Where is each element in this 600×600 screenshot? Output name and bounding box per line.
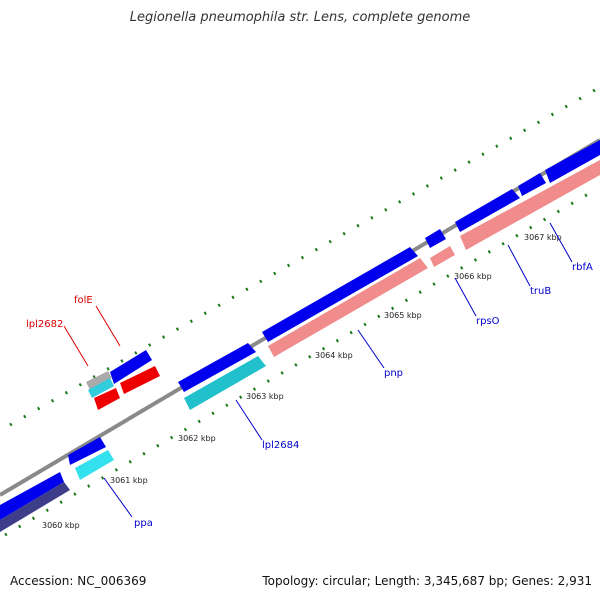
scale-label: 3062 kbp — [178, 434, 216, 443]
scale-label: 3066 kbp — [454, 272, 492, 281]
cds-forward-rbfA[interactable] — [518, 173, 546, 196]
gene-label-lpl2684[interactable]: lpl2684 — [262, 440, 299, 451]
cds-forward-folE[interactable] — [110, 350, 152, 384]
gene-labels: ppa lpl2684 pnp rpsO truB rbfA folE lpl2… — [26, 262, 593, 529]
cds-reverse-lpl2682-c[interactable] — [120, 366, 160, 394]
scale-label: 3061 kbp — [110, 476, 148, 485]
cds-forward-4[interactable] — [545, 140, 600, 183]
inner-tick-row — [4, 188, 596, 537]
gene-label-rbfA[interactable]: rbfA — [572, 262, 593, 273]
tick-rows — [4, 88, 596, 537]
cds-reverse-lpl2684[interactable] — [184, 356, 266, 410]
scale-label: 3060 kbp — [42, 521, 80, 530]
cds-reverse-1[interactable] — [0, 482, 70, 532]
leader-lines — [63, 222, 573, 518]
gene-label-ppa[interactable]: ppa — [134, 518, 153, 529]
cds-reverse-2[interactable] — [268, 258, 428, 357]
gene-label-folE[interactable]: folE — [74, 295, 93, 306]
leader-folE — [95, 305, 121, 347]
leader-ppa — [103, 477, 133, 518]
cds-reverse-lpl2682-a[interactable] — [86, 371, 112, 390]
cds-reverse-ppa[interactable] — [75, 450, 114, 480]
leader-rbfA — [549, 222, 573, 263]
cds-reverse-3[interactable] — [430, 246, 455, 267]
forward-cds-track — [0, 140, 600, 520]
accession-text: Accession: NC_006369 — [10, 574, 147, 588]
cds-reverse-4[interactable] — [460, 160, 600, 250]
cds-forward-1[interactable] — [0, 472, 64, 520]
cds-forward-3[interactable] — [178, 343, 256, 392]
cds-forward-pnp[interactable] — [262, 247, 418, 342]
leader-pnp — [357, 329, 385, 369]
leader-rpsO — [454, 277, 477, 317]
cds-reverse-lpl2682-b[interactable] — [88, 378, 114, 398]
gene-label-truB[interactable]: truB — [530, 286, 551, 297]
map-title: Legionella pneumophila str. Lens, comple… — [129, 10, 471, 25]
scale-label: 3067 kbp — [524, 233, 562, 242]
genome-summary-text: Topology: circular; Length: 3,345,687 bp… — [262, 574, 592, 588]
gene-label-lpl2682[interactable]: lpl2682 — [26, 319, 63, 330]
leader-truB — [507, 244, 531, 287]
cds-reverse-lpl2682-d[interactable] — [94, 388, 120, 410]
scale-label: 3064 kbp — [315, 351, 353, 360]
scale-label: 3065 kbp — [384, 311, 422, 320]
scale-labels: 3060 kbp 3061 kbp 3062 kbp 3063 kbp 3064… — [42, 233, 562, 530]
cds-forward-rpsO[interactable] — [425, 229, 446, 248]
cds-forward-truB[interactable] — [455, 189, 520, 232]
leader-lpl2684 — [235, 399, 263, 441]
reverse-cds-track — [0, 160, 600, 532]
outer-tick-row — [9, 88, 596, 427]
leader-lpl2682 — [63, 325, 89, 367]
scale-label: 3063 kbp — [246, 392, 284, 401]
gene-label-rpsO[interactable]: rpsO — [476, 316, 500, 327]
cds-forward-2[interactable] — [68, 437, 106, 465]
gene-label-pnp[interactable]: pnp — [384, 368, 403, 379]
